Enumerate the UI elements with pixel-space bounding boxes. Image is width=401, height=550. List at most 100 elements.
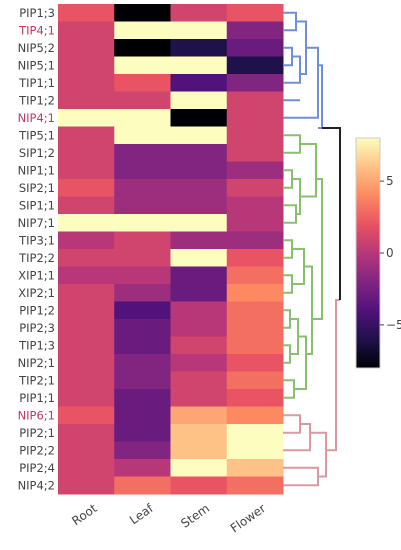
dendrogram-link: [283, 414, 301, 434]
heatmap-cell: [58, 389, 115, 407]
heatmap-cell: [226, 266, 284, 285]
row-labels: PIP1;3 TIP4;1 NIP5;2 NIP5;1 TIP1;1 TIP1;2 NIP4…: [18, 6, 55, 493]
row-label: SIP1;1: [19, 198, 55, 212]
dendrogram-link: [300, 143, 317, 198]
heatmap-cell: [226, 301, 284, 320]
row-label: TIP3;1: [18, 233, 55, 247]
dendrogram-link: [283, 169, 293, 189]
dendrogram-link: [283, 134, 301, 154]
heatmap-cell: [114, 91, 171, 110]
heatmap-cell: [226, 126, 284, 145]
row-label: PIP1;2: [19, 303, 55, 317]
heatmap-cell: [170, 406, 228, 425]
heatmap-cell: [114, 336, 171, 355]
heatmap-cell: [58, 336, 115, 355]
dendrogram-link: [300, 423, 311, 452]
row-label: TIP1;3: [18, 338, 55, 352]
heatmap-cell: [170, 126, 228, 145]
row-label: NIP4;1: [18, 111, 55, 125]
row-label: TIP2;1: [18, 373, 55, 387]
colorbar-tick-label: 5: [386, 174, 394, 188]
heatmap-cell: [170, 109, 228, 127]
dendrogram-link: [283, 204, 297, 224]
heatmap-cell: [114, 4, 171, 22]
heatmap-cell: [58, 39, 115, 57]
heatmap-cell: [226, 389, 284, 407]
column-label: Stem: [178, 501, 212, 530]
heatmap-cell: [226, 476, 284, 495]
heatmap-cell: [226, 424, 284, 442]
heatmap-cell: [226, 21, 284, 40]
heatmap-cell: [58, 231, 115, 250]
heatmap-cell: [170, 424, 228, 442]
heatmap-cell: [226, 39, 284, 57]
heatmap-cell: [170, 371, 228, 390]
heatmap-cell: [114, 179, 171, 197]
row-label: PIP2;2: [19, 443, 55, 457]
heatmap-cell: [114, 301, 171, 320]
heatmap-cell: [58, 441, 115, 460]
heatmap-cell: [114, 249, 171, 267]
heatmap-cell: [114, 74, 171, 92]
column-label: Flower: [228, 501, 269, 535]
colorbar-tick-label: −5: [386, 318, 401, 332]
heatmap-cell: [114, 21, 171, 40]
heatmap-cell: [170, 91, 228, 110]
heatmap-cell: [114, 406, 171, 425]
dendrogram-link: [326, 299, 340, 452]
heatmap-cell: [58, 126, 115, 145]
heatmap-cell: [114, 39, 171, 57]
heatmap-cell: [58, 144, 115, 162]
row-label: NIP5;1: [18, 58, 55, 72]
dendrogram-link: [283, 46, 319, 119]
colorbar-ticks: 5 0 −5: [380, 174, 401, 332]
heatmap-cell: [226, 441, 284, 460]
dendrogram-link: [290, 318, 299, 355]
heatmap-cells: [58, 4, 284, 495]
dendrogram-link: [283, 239, 293, 259]
heatmap-cell: [114, 389, 171, 407]
heatmap-cell: [170, 336, 228, 355]
heatmap-cell: [226, 284, 284, 302]
dendrogram-link: [318, 64, 323, 129]
heatmap-cell: [226, 91, 284, 110]
row-label: NIP4;2: [18, 478, 55, 492]
heatmap-cell: [58, 249, 115, 267]
heatmap-cell: [114, 459, 171, 477]
heatmap-cell: [58, 301, 115, 320]
column-labels: Root Leaf Stem Flower: [69, 501, 268, 536]
row-label: TIP4;1: [18, 23, 55, 37]
heatmap-cell: [226, 406, 284, 425]
heatmap-cell: [226, 319, 284, 337]
colorbar-tick-label: 0: [386, 246, 394, 260]
dendrogram-link: [283, 344, 291, 364]
heatmap-cell: [114, 424, 171, 442]
heatmap-cell: [226, 74, 284, 92]
row-label: PIP2;1: [19, 426, 55, 440]
heatmap-cell: [170, 389, 228, 407]
heatmap-cell: [114, 214, 171, 232]
heatmap-cell: [114, 161, 171, 180]
heatmap-cell: [58, 91, 115, 110]
heatmap-cell: [58, 109, 115, 127]
heatmap-cell: [58, 371, 115, 390]
row-label: XIP1;1: [18, 268, 55, 282]
heatmap-cell: [170, 249, 228, 267]
heatmap-cell: [170, 144, 228, 162]
heatmap-cell: [114, 109, 171, 127]
row-label: NIP7;1: [18, 216, 55, 230]
row-label: TIP5;1: [18, 128, 55, 142]
heatmap-cell: [170, 4, 228, 22]
heatmap-cell: [114, 266, 171, 285]
heatmap-cell: [114, 441, 171, 460]
dendrogram-link: [283, 55, 301, 84]
dendrogram-link: [312, 178, 323, 320]
heatmap-cell: [170, 266, 228, 285]
dendrogram-link: [292, 248, 305, 285]
heatmap-cell: [58, 319, 115, 337]
heatmap-cell: [170, 179, 228, 197]
heatmap-cell: [58, 284, 115, 302]
heatmap-cell: [58, 354, 115, 372]
heatmap-cell: [226, 161, 284, 180]
